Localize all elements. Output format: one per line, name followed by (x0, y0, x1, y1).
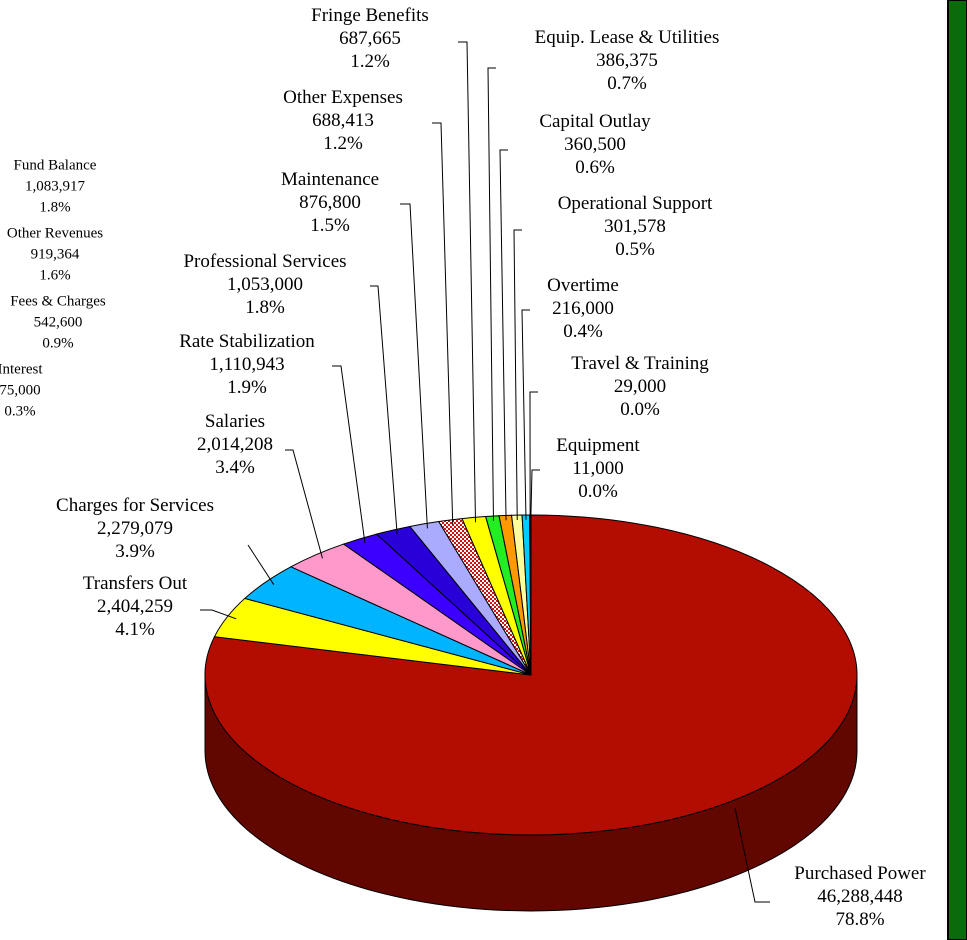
percent-label: 78.8% (835, 909, 884, 930)
value-label: 2,279,079 (97, 518, 173, 539)
percent-label: 1.8% (245, 297, 285, 318)
percent-label: 1.2% (323, 133, 363, 154)
slice-label: Charges for Services (56, 495, 214, 516)
leader-line (285, 449, 323, 559)
slice-label: Salaries (205, 411, 265, 432)
leader-line (521, 309, 530, 520)
value-label: 75,000 (0, 383, 41, 399)
slice-label: Equipment (556, 435, 640, 456)
value-label: 301,578 (604, 216, 666, 237)
leader-line (200, 609, 237, 620)
percent-label: 1.6% (39, 268, 70, 284)
leader-line (734, 807, 770, 903)
value-label: 29,000 (614, 376, 666, 397)
leader-line (432, 122, 454, 525)
slice-label: Interest (0, 362, 43, 378)
value-label: 1,110,943 (209, 354, 284, 375)
slice-label: Maintenance (281, 169, 379, 190)
leader-line (400, 203, 428, 529)
side-bar (947, 0, 967, 940)
percent-label: 4.1% (115, 619, 155, 640)
value-label: 46,288,448 (817, 886, 903, 907)
percent-label: 0.7% (607, 73, 647, 94)
leader-line (530, 469, 540, 520)
value-label: 1,083,917 (25, 179, 86, 195)
slice-label: Purchased Power (794, 863, 926, 884)
percent-label: 1.9% (227, 377, 267, 398)
leader-line (499, 149, 508, 521)
leader-line (370, 285, 398, 535)
value-label: 919,364 (31, 247, 80, 263)
slice-label: Capital Outlay (539, 111, 651, 132)
value-label: 876,800 (299, 192, 361, 213)
percent-label: 0.4% (563, 321, 603, 342)
percent-label: 0.5% (615, 239, 655, 260)
slice-label: Other Revenues (7, 226, 103, 242)
percent-label: 0.6% (575, 157, 615, 178)
slice-label: Overtime (547, 275, 619, 296)
value-label: 2,014,208 (197, 434, 273, 455)
slice-label: Transfers Out (83, 573, 188, 594)
percent-label: 0.0% (578, 481, 618, 502)
slice-label: Fringe Benefits (311, 5, 429, 26)
slice-label: Fees & Charges (10, 294, 106, 310)
slice-label: Other Expenses (283, 87, 403, 108)
slice-label: Equip. Lease & Utilities (535, 27, 720, 48)
percent-label: 1.2% (350, 51, 390, 72)
slice-label: Rate Stabilization (179, 331, 315, 352)
percent-label: 0.9% (42, 336, 73, 352)
percent-label: 3.4% (215, 457, 255, 478)
value-label: 1,053,000 (227, 274, 303, 295)
value-label: 687,665 (339, 28, 401, 49)
leader-line (332, 365, 366, 543)
slice-label: Travel & Training (571, 353, 709, 374)
value-label: 688,413 (312, 110, 374, 131)
percent-label: 1.8% (39, 200, 70, 216)
slice-label: Operational Support (558, 193, 713, 214)
value-label: 216,000 (552, 298, 614, 319)
percent-label: 0.3% (4, 404, 35, 420)
slice-label: Professional Services (183, 251, 346, 272)
leader-line (247, 544, 275, 585)
value-label: 360,500 (564, 134, 626, 155)
leader-line (529, 391, 538, 520)
value-label: 386,375 (596, 50, 658, 71)
value-label: 11,000 (572, 458, 624, 479)
slice-label: Fund Balance (14, 158, 97, 174)
value-label: 542,600 (34, 315, 83, 331)
leader-line (458, 41, 477, 523)
percent-label: 1.5% (310, 215, 350, 236)
percent-label: 3.9% (115, 541, 155, 562)
leader-line (487, 67, 496, 521)
value-label: 2,404,259 (97, 596, 173, 617)
leader-line (513, 229, 522, 520)
percent-label: 0.0% (620, 399, 660, 420)
